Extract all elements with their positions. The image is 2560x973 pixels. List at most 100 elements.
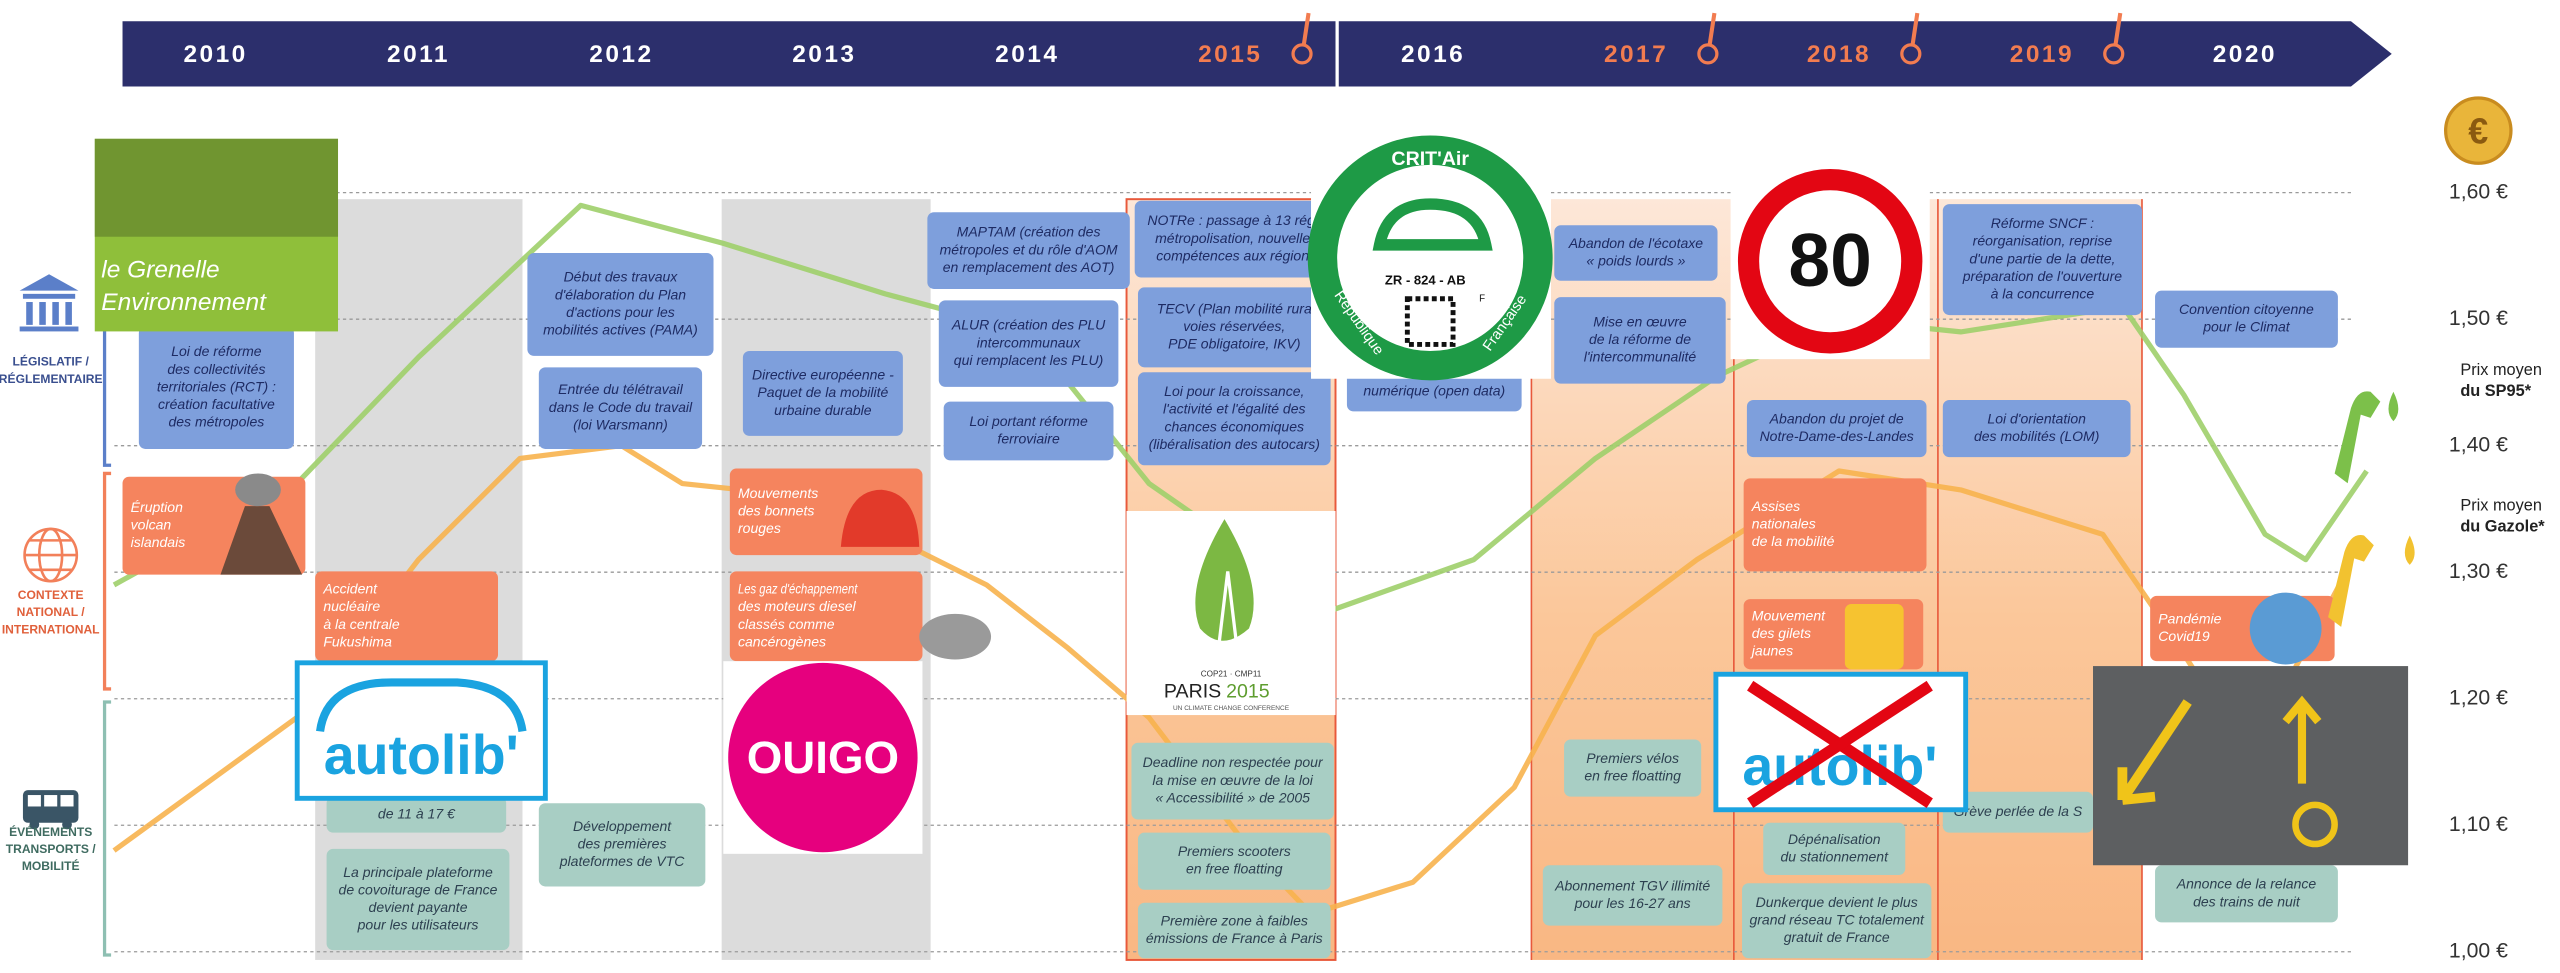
series-label: du SP95* [2460, 382, 2531, 400]
event-box [1554, 297, 1726, 384]
event: Abandon de l'écotaxe « poids lourds » [1554, 225, 1718, 281]
event-text: Développement [573, 818, 672, 834]
row-labels: LÉGISLATIF / RÉGLEMENTAIRE CONTEXTE NATIONA… [0, 202, 112, 957]
event-text: qui remplacent les PLU) [954, 352, 1104, 368]
event-text: Annonce de la relance [2176, 876, 2317, 892]
event-text: Dunkerque devient le plus [1756, 894, 1918, 910]
event-text: Réforme SNCF : [1991, 215, 2094, 231]
thermometer-stem [1301, 12, 1311, 47]
year-label: 2018 [1807, 41, 1871, 68]
grenelle-text: le Grenelle [101, 256, 219, 283]
event-text: en remplacement des AOT) [943, 259, 1115, 275]
cop-main: PARIS [1164, 680, 1221, 702]
event-text: Paquet de la mobilité [757, 384, 888, 400]
smoke-icon [919, 613, 992, 660]
event-text: émissions de France à Paris [1146, 930, 1323, 946]
event-text: d'actions pour les [566, 304, 675, 320]
event: Premiers vélos en free floatting [1564, 739, 1702, 797]
autolib-text: autolib' [324, 724, 519, 786]
price-axis: 1,60 € 1,50 € 1,40 € 1,30 € 1,20 € 1,10 € 1,00… [2328, 96, 2545, 962]
event-text: Premiers vélos [1586, 750, 1679, 766]
thermometer-stem [1707, 12, 1717, 47]
price-tick-label: 1,50 € [2449, 307, 2508, 330]
year-label: 2011 [387, 41, 450, 68]
event-text: Premiers scooters [1178, 843, 1291, 859]
event-box [1137, 832, 1331, 890]
event-box [2155, 865, 2338, 923]
event-text: Loi pour la croissance, [1164, 383, 1304, 399]
event: Premiers scooters en free floatting [1137, 832, 1331, 890]
event: Loi portant réforme ferroviaire [943, 401, 1114, 461]
event-text: TECV (Plan mobilité rura [1157, 300, 1312, 316]
event-text: compétences aux région [1156, 248, 1309, 264]
year-label: 2019 [2010, 41, 2074, 68]
event-text: Abandon de l'écotaxe [1568, 235, 1704, 251]
event-text: des collectivités [167, 361, 265, 377]
event-text: Accident [322, 581, 378, 597]
event: Convention citoyenne pour le Climat [2155, 290, 2338, 348]
event-text: jaunes [1750, 643, 1793, 659]
event-box [315, 571, 499, 662]
event-text: Pandémie [2158, 610, 2221, 626]
series-label: du Gazole* [2460, 518, 2545, 536]
event-text: Première zone à faibles [1161, 912, 1308, 928]
event-text: mobilités actives (PAMA) [543, 322, 698, 338]
events: Loi de réforme des collectivitésterritori… [122, 200, 2338, 959]
lane-arrow [2117, 699, 2192, 805]
thermometer-icon [1900, 12, 1922, 65]
event-text: de la mobilité [1752, 533, 1835, 549]
series-label: Prix moyen [2460, 496, 2542, 514]
event-text: du stationnement [1780, 848, 1889, 864]
event-text: d'élaboration du Plan [555, 286, 686, 302]
event-text: Deadline non respectée pour [1143, 754, 1324, 770]
event-text: ALUR (création des PLU [951, 317, 1106, 333]
critair-code: ZR - 824 - AB [1385, 272, 1466, 287]
event-text: des mobilités (LOM) [1974, 428, 2099, 444]
ouigo-circle [728, 662, 918, 853]
event-text: Covid19 [2158, 628, 2210, 644]
event-text: Les gaz d'échappement [738, 581, 858, 597]
event-text: ferroviaire [997, 431, 1060, 447]
thermometer-icon [1697, 12, 1719, 65]
event-text: Fukushima [323, 633, 392, 649]
event-text: grand réseau TC totalement [1749, 911, 1925, 927]
icon-bus [22, 790, 79, 830]
icon-globe [23, 527, 79, 583]
event-text: volcan [131, 516, 172, 532]
thermometer-bulb [1697, 43, 1719, 65]
thermometer-bulb [2103, 43, 2125, 65]
event-box [538, 367, 703, 449]
price-tick-label: 1,00 € [2449, 939, 2508, 962]
year-label: 2014 [995, 41, 1059, 68]
event-text: « poids lourds » [1586, 253, 1685, 269]
event: Entrée du télétravail dans le Code du tra… [538, 367, 703, 449]
event-text: des moteurs diesel [738, 598, 857, 614]
critair-ring [1307, 135, 1553, 381]
event-text: Assises [1751, 498, 1800, 514]
event: Grève perlée de la S [1942, 791, 2094, 833]
event-text: la mise en œuvre de la loi [1152, 772, 1313, 788]
event-text: islandais [131, 534, 186, 550]
event-text: en free floatting [1186, 861, 1283, 877]
event-box [729, 571, 923, 662]
event-text: des gilets [1752, 625, 1811, 641]
event-text: l'activité et l'égalité des [1163, 401, 1305, 417]
event-text: pour les utilisateurs [357, 917, 479, 933]
event-box [1134, 200, 1331, 278]
event-box [742, 350, 903, 436]
event-text: préparation de l'ouverture [1962, 268, 2122, 284]
event-text: des métropoles [168, 414, 264, 430]
thermometer-bulb [1900, 43, 1922, 65]
year-label: 2020 [2213, 41, 2277, 68]
row-label: RÉGLEMENTAIRE [0, 371, 103, 386]
year-label: 2010 [183, 41, 247, 68]
event-text: rouges [738, 520, 781, 536]
event-text: Entrée du télétravail [558, 381, 684, 397]
event-text: en free floatting [1584, 768, 1681, 784]
event-text: à la concurrence [1991, 286, 2095, 302]
event-box [1942, 399, 2131, 458]
